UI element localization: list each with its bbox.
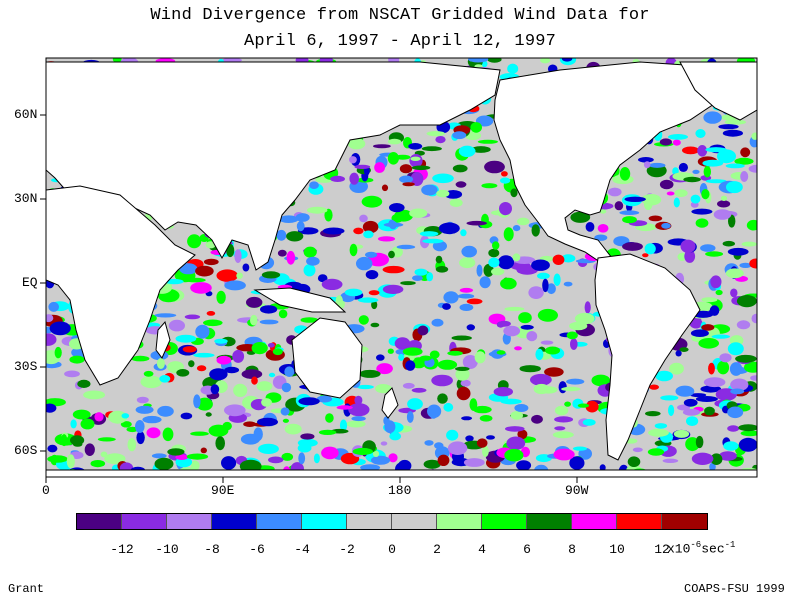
legend-tick-label: 8 — [568, 542, 576, 557]
chart-title-line2: April 6, 1997 - April 12, 1997 — [243, 32, 557, 51]
legend-swatch-9 — [482, 514, 527, 529]
land-masses — [46, 61, 757, 477]
author-credit: Grant — [8, 582, 45, 596]
legend-tick-label: 12 — [654, 542, 670, 557]
antarctica-land — [46, 469, 757, 477]
legend-tick-label: 0 — [388, 542, 396, 557]
legend-tick-label: 4 — [478, 542, 486, 557]
lon-label-180: 180 — [388, 483, 412, 498]
legend-swatch-0 — [77, 514, 122, 529]
indonesia-land — [253, 287, 347, 313]
lat-label-eq: EQ — [22, 275, 38, 290]
legend-swatch-11 — [572, 514, 617, 529]
map-frame — [45, 57, 758, 478]
legend-tick-label: -6 — [249, 542, 265, 557]
legend-units: x10-6sec-1 — [667, 540, 736, 557]
institution-credit: COAPS-FSU 1999 — [684, 582, 785, 596]
legend-swatch-10 — [527, 514, 572, 529]
new-zealand-land — [381, 387, 399, 419]
legend-tick-label: 10 — [609, 542, 625, 557]
legend-swatch-3 — [212, 514, 257, 529]
legend-tick-label: -10 — [155, 542, 179, 557]
legend-tick-label: -4 — [294, 542, 310, 557]
axis-ticks — [40, 114, 578, 483]
australia-land — [291, 317, 363, 399]
lat-label-60n: 60N — [14, 107, 38, 122]
lon-label-0: 0 — [42, 483, 50, 498]
legend-tick-label: 6 — [523, 542, 531, 557]
south-america-land — [594, 253, 701, 461]
africa-land — [46, 185, 196, 386]
legend-swatch-8 — [437, 514, 482, 529]
legend-swatch-7 — [392, 514, 437, 529]
greenland-land — [679, 61, 757, 121]
chart-title-line1: Wind Divergence from NSCAT Gridded Wind … — [150, 6, 650, 25]
legend-swatch-6 — [347, 514, 392, 529]
legend-swatch-1 — [122, 514, 167, 529]
lat-label-30n: 30N — [14, 191, 38, 206]
legend-swatch-4 — [257, 514, 302, 529]
lat-label-30s: 30S — [14, 359, 38, 374]
lon-label-90w: 90W — [565, 483, 589, 498]
legend-tick-label: -12 — [110, 542, 134, 557]
legend-tick-label: -8 — [204, 542, 220, 557]
legend-swatch-12 — [617, 514, 662, 529]
color-legend-bar — [76, 513, 708, 530]
legend-swatch-2 — [167, 514, 212, 529]
legend-swatch-5 — [302, 514, 347, 529]
legend-swatch-13 — [662, 514, 707, 529]
lat-label-60s: 60S — [14, 443, 38, 458]
legend-tick-label: -2 — [339, 542, 355, 557]
madagascar-land — [155, 320, 171, 359]
legend-tick-label: 2 — [433, 542, 441, 557]
lon-label-90e: 90E — [211, 483, 235, 498]
